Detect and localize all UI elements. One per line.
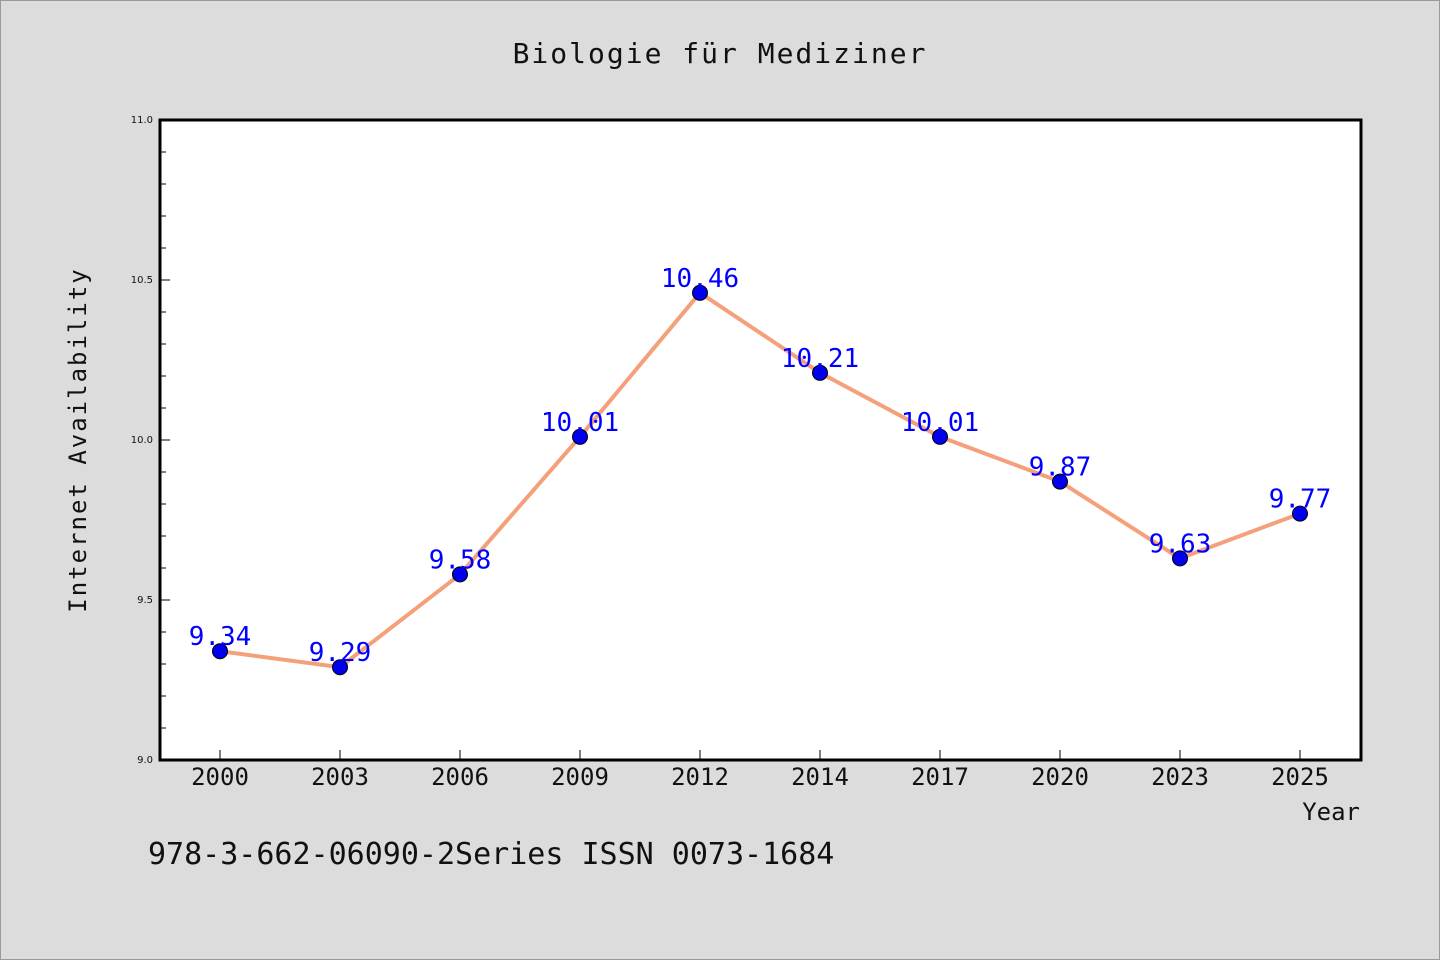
x-tick-label: 2006 [431,763,489,791]
data-label: 10.01 [901,408,979,438]
x-tick-label: 2014 [791,763,849,791]
y-tick-label: 10.0 [131,435,153,446]
x-tick-label: 2012 [671,763,729,791]
x-tick-label: 2025 [1271,763,1329,791]
y-tick-label: 9.0 [137,755,153,766]
data-label: 9.29 [309,638,372,668]
data-point [1292,505,1308,522]
data-label: 9.63 [1149,529,1212,559]
x-tick-label: 2023 [1151,763,1209,791]
data-label: 9.58 [429,545,492,575]
data-point [1172,550,1188,567]
y-tick-label: 9.5 [137,595,153,606]
y-axis-label: Internet Availability [64,267,92,612]
data-point [452,566,468,583]
data-label: 9.34 [189,622,252,652]
data-point [1052,473,1068,490]
x-tick-label: 2020 [1031,763,1089,791]
y-tick-label: 10.5 [131,275,153,286]
series-line [219,290,1301,670]
x-axis: 2000 2003 2006 2009 2012 2014 2017 2020 2023 2025 [191,750,1329,791]
series-group: 9.34 9.29 9.58 10.01 10.46 10.21 10.01 9.87 9.63… [189,264,1332,676]
footnote: 978-3-662-06090-2Series ISSN 0073-1684 [148,837,834,872]
data-point [932,428,948,445]
x-axis-label: Year [1302,798,1360,826]
x-tick-label: 2009 [551,763,609,791]
x-tick-label: 2017 [911,763,969,791]
data-point [212,643,228,660]
data-label: 10.01 [541,408,619,438]
data-label: 10.21 [781,344,859,374]
data-point [812,364,828,381]
y-axis: 9.0 9.5 10.0 10.5 11.0 [131,115,170,766]
data-label: 9.77 [1269,485,1332,515]
data-point [572,428,588,445]
x-tick-label: 2003 [311,763,369,791]
data-point [692,284,708,301]
data-label: 10.46 [661,264,739,294]
data-label: 9.87 [1029,453,1092,483]
y-tick-label: 11.0 [131,115,153,126]
x-tick-label: 2000 [191,763,249,791]
data-point [332,659,348,676]
chart-title: Biologie für Mediziner [513,37,928,70]
